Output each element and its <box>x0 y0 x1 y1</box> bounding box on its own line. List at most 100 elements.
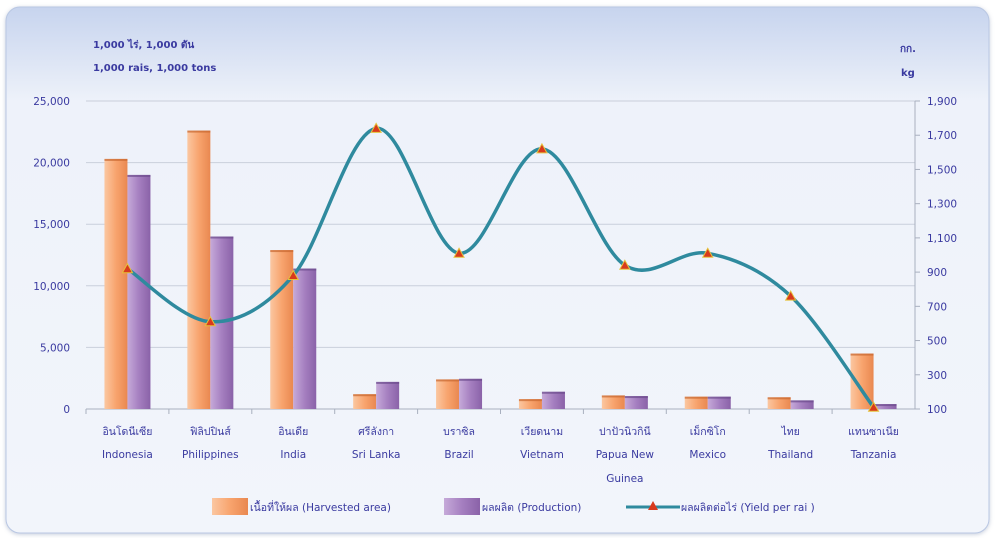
y-right-tick-label: 900 <box>927 267 947 279</box>
bar-production <box>459 378 483 409</box>
bar-production-cap <box>624 396 648 399</box>
bar-production <box>790 400 814 409</box>
yield-marker <box>453 247 465 258</box>
x-tick-label-th: ศรีลังกา <box>358 425 394 438</box>
x-tick-label-th: อินโดนีเซีย <box>102 425 152 438</box>
legend-label-production: ผลผลิต (Production) <box>482 502 581 514</box>
bar-production <box>293 268 317 409</box>
bar-harvested-area <box>518 399 542 409</box>
bar-harvested-area <box>684 396 708 409</box>
bar-production <box>707 396 731 409</box>
y-right-tick-label: 1,700 <box>927 130 957 142</box>
yield-marker <box>121 262 134 274</box>
x-tick-label-en: Indonesia <box>102 449 153 461</box>
yield-marker <box>619 259 631 270</box>
bar-harvested-area-cap <box>104 158 128 161</box>
bar-harvested-area-cap <box>436 379 460 382</box>
y-right-tick-label: 1,100 <box>927 233 957 245</box>
bar-production-cap <box>127 174 151 177</box>
x-tick-label-en: Vietnam <box>520 449 564 461</box>
yield-marker <box>287 269 300 281</box>
right-unit-label-en: kg <box>901 68 915 79</box>
x-tick-label-th: ฟิลิปปินส์ <box>190 425 231 438</box>
legend: เนื้อที่ให้ผล (Harvested area) ผลผลิต (P… <box>212 498 815 515</box>
bar-harvested-area <box>353 394 377 409</box>
bar-harvested-area-cap <box>767 397 791 400</box>
y-left-tick-label: 25,000 <box>33 96 70 108</box>
bar-harvested-area <box>270 250 294 409</box>
x-axis: อินโดนีเซีย Indonesia ฟิลิปปินส์ Philippine… <box>85 409 899 485</box>
legend-label-yield: ผลผลิตต่อไร่ (Yield per rai ) <box>681 501 815 514</box>
left-unit-label-th: 1,000 ไร่, 1,000 ตัน <box>93 38 194 51</box>
x-tick-label-th: บราซิล <box>443 426 475 438</box>
x-tick-label-en: Sri Lanka <box>352 449 401 461</box>
bar-harvested-area <box>104 158 128 409</box>
bar-production <box>873 404 897 409</box>
bar-production-cap <box>459 378 483 381</box>
x-tick-label-en: India <box>280 449 306 461</box>
bar-harvested-area-cap <box>518 399 542 402</box>
x-tick-label-en: Guinea <box>606 473 643 485</box>
bars <box>104 130 897 409</box>
bar-production-cap <box>790 400 814 403</box>
bar-production-cap <box>293 268 317 271</box>
bar-harvested-area <box>601 395 625 409</box>
bar-production-cap <box>376 381 400 384</box>
bar-harvested-area-cap <box>187 130 211 133</box>
legend-swatch-production <box>444 498 480 515</box>
bar-production-cap <box>541 391 565 394</box>
x-tick-label-en: Brazil <box>444 449 473 461</box>
bar-harvested-area-cap <box>684 396 708 399</box>
legend-marker-yield <box>648 501 658 510</box>
x-tick-label-th: แทนซาเนีย <box>848 425 899 438</box>
x-tick-label-th: ไทย <box>780 425 799 438</box>
bar-harvested-area <box>850 353 874 409</box>
chart-frame <box>5 6 990 534</box>
y-left-tick-label: 10,000 <box>33 281 70 293</box>
legend-swatch-harvested-area <box>212 498 248 515</box>
x-tick-label-en: Thailand <box>767 449 813 461</box>
y-axis-left: 0 5,000 10,000 15,000 20,000 25,000 <box>33 96 70 416</box>
bar-harvested-area-cap <box>270 250 294 253</box>
yield-marker <box>370 122 382 133</box>
yield-marker <box>536 142 548 154</box>
x-tick-label-en: Mexico <box>689 449 726 461</box>
bar-production-cap <box>210 236 234 239</box>
right-unit-label-th: กก. <box>900 44 916 55</box>
yield-marker <box>701 247 714 258</box>
yield-marker <box>784 290 797 301</box>
yield-marker <box>867 401 880 412</box>
left-unit-label-en: 1,000 rais, 1,000 tons <box>93 63 216 74</box>
bar-harvested-area <box>767 397 791 409</box>
yield-marker <box>204 315 217 327</box>
y-left-tick-label: 0 <box>63 404 70 416</box>
bar-harvested-area <box>436 379 460 409</box>
y-right-tick-label: 300 <box>927 370 947 382</box>
bar-harvested-area-cap <box>601 395 625 398</box>
legend-label-harvested-area: เนื้อที่ให้ผล (Harvested area) <box>250 500 391 514</box>
y-right-tick-label: 1,900 <box>927 96 957 108</box>
x-tick-label-en: Philippines <box>182 449 239 461</box>
bar-production <box>624 396 648 409</box>
bar-production <box>127 174 151 409</box>
y-left-tick-label: 5,000 <box>40 342 70 354</box>
bar-harvested-area <box>187 130 211 409</box>
bar-production-cap <box>873 404 897 407</box>
y-left-tick-label: 15,000 <box>33 219 70 231</box>
y-right-tick-label: 100 <box>927 404 947 416</box>
yield-series <box>121 122 880 412</box>
bar-production-cap <box>707 396 731 399</box>
y-right-tick-label: 500 <box>927 336 947 348</box>
y-axis-right: 100 300 500 700 900 1,100 1,300 1,500 1,700 1,900 <box>914 96 957 416</box>
x-tick-label-en: Papua New <box>596 449 655 461</box>
bar-harvested-area-cap <box>353 394 377 397</box>
y-left-tick-label: 20,000 <box>33 158 70 170</box>
x-tick-label-th: เม็กซิโก <box>690 424 726 438</box>
bar-harvested-area-cap <box>850 353 874 356</box>
y-right-tick-label: 700 <box>927 301 947 313</box>
yield-line <box>126 126 875 409</box>
x-tick-label-th: เวียดนาม <box>521 425 563 438</box>
x-tick-label-th: อินเดีย <box>278 425 308 438</box>
x-tick-label-th: ปาปัวนิวกินี <box>599 425 651 438</box>
